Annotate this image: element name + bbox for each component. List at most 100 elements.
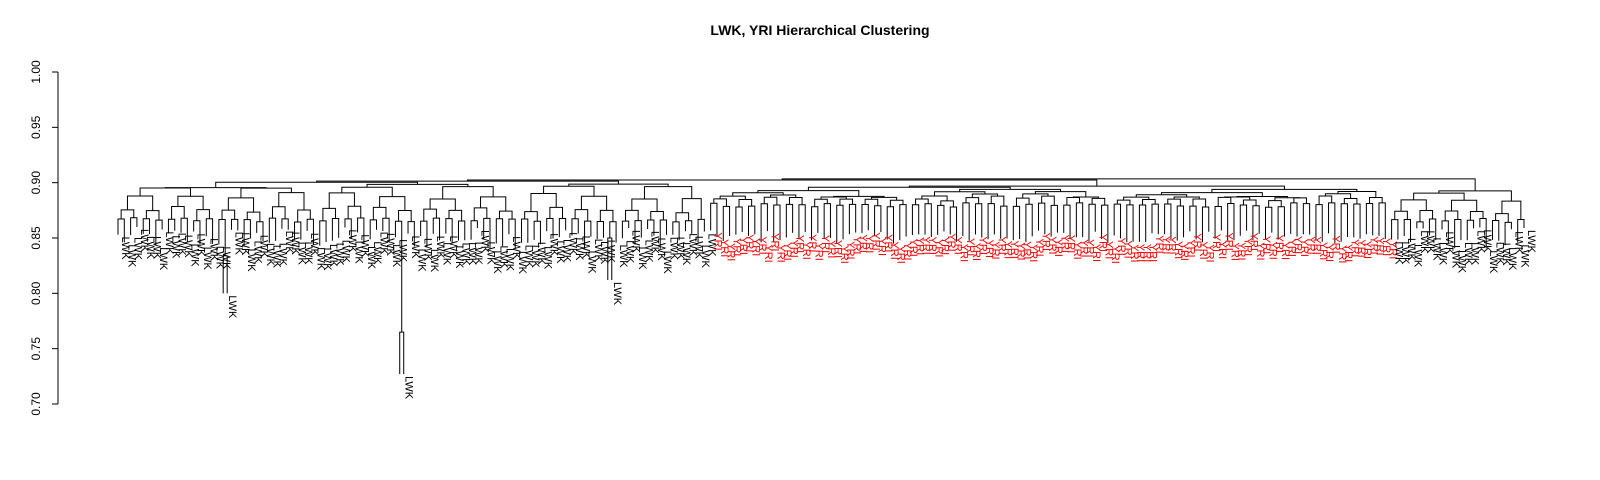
dendrogram-link — [1038, 202, 1046, 235]
leaf-label: YRI — [1115, 237, 1127, 255]
dendrogram-link — [788, 196, 803, 205]
leaf-label: YRI — [1014, 242, 1026, 260]
dendrogram-link — [407, 221, 415, 247]
dendrogram-link — [621, 220, 630, 239]
leaf-label: YRI — [718, 239, 730, 257]
leaf-label: LWK — [554, 240, 566, 264]
dendrogram-link — [861, 203, 869, 233]
leaf-label: YRI — [819, 235, 831, 253]
dendrogram-link — [177, 195, 204, 210]
leaf-label: YRI — [1147, 244, 1159, 262]
dendrogram-link — [990, 195, 1005, 207]
leaf-label: YRI — [901, 242, 913, 260]
dendrogram-link — [1450, 199, 1478, 212]
dendrogram-link — [230, 218, 239, 231]
dendrogram-link — [580, 195, 608, 211]
dendrogram-link — [732, 192, 784, 197]
dendrogram-link — [735, 206, 743, 235]
dendrogram-link — [126, 195, 154, 211]
dendrogram-tree — [117, 178, 1525, 375]
leaf-label: YRI — [1128, 244, 1140, 262]
dendrogram-link — [1012, 205, 1021, 241]
dendrogram-link — [1491, 219, 1500, 241]
leaf-label: YRI — [787, 240, 799, 258]
leaf-label: YRI — [1103, 241, 1115, 259]
dendrogram-link — [672, 221, 680, 241]
leaf-label: YRI — [1380, 238, 1392, 256]
dendrogram-link — [1394, 210, 1408, 220]
dendrogram-link — [399, 331, 405, 375]
dendrogram-link — [899, 204, 907, 241]
leaf-label: LWK — [182, 235, 194, 259]
leaf-label: YRI — [724, 243, 736, 261]
leaf-label: YRI — [1071, 241, 1083, 259]
leaf-label: LWK — [163, 232, 175, 256]
leaf-label: LWK — [289, 232, 301, 256]
dendrogram-link — [1441, 220, 1449, 244]
leaf-label: YRI — [1273, 235, 1285, 253]
dendrogram-link — [874, 205, 882, 236]
dendrogram-link — [681, 198, 702, 220]
leaf-label: YRI — [1216, 241, 1228, 259]
dendrogram-link — [1340, 203, 1348, 242]
dendrogram-link — [297, 209, 311, 223]
dendrogram-link — [1315, 204, 1323, 242]
leaf-label: LWK — [523, 245, 535, 269]
leaf-label: LWK — [359, 234, 371, 258]
dendrogram-link — [398, 209, 412, 222]
leaf-label: LWK — [705, 234, 717, 258]
leaf-label: LWK — [125, 244, 137, 268]
leaf-label: YRI — [1342, 244, 1354, 262]
leaf-label: LWK — [1449, 245, 1461, 269]
dendrogram-link — [139, 187, 192, 197]
dendrogram-link — [278, 192, 305, 210]
leaf-label: YRI — [800, 241, 812, 259]
dendrogram-link — [316, 180, 619, 185]
dendrogram-link — [483, 217, 491, 249]
dendrogram-link — [543, 185, 595, 197]
dendrogram-link — [221, 209, 236, 220]
leaf-label: LWK — [472, 242, 484, 266]
leaf-label: LWK — [384, 233, 396, 257]
leaf-label: LWK — [441, 242, 453, 266]
dendrogram-link — [1277, 206, 1285, 240]
dendrogram-link — [546, 217, 554, 239]
leaf-label: LWK — [283, 231, 295, 255]
dendrogram-link — [347, 205, 362, 219]
dendrogram-link — [423, 208, 437, 222]
leaf-label: YRI — [882, 234, 894, 252]
leaf-label: YRI — [1140, 244, 1152, 262]
dendrogram-link — [719, 195, 746, 200]
leaf-label: YRI — [743, 234, 755, 252]
leaf-label: YRI — [1229, 243, 1241, 261]
leaf-label: YRI — [1159, 236, 1171, 254]
leaf-label: YRI — [989, 241, 1001, 259]
leaf-label: LWK — [623, 240, 635, 264]
dendrogram-link — [574, 209, 589, 222]
leaf-label: LWK — [1399, 241, 1411, 265]
leaf-label: YRI — [1222, 232, 1234, 250]
leaf-label: YRI — [813, 242, 825, 260]
leaf-label: LWK — [1475, 230, 1487, 254]
dendrogram-link — [1242, 199, 1257, 206]
dendrogram-link — [1075, 202, 1084, 238]
dendrogram-link — [448, 209, 463, 221]
leaf-label: LWK — [214, 246, 226, 270]
dendrogram-link — [848, 203, 857, 235]
dendrogram-link — [180, 217, 188, 242]
dendrogram-link — [533, 220, 541, 245]
leaf-label: LWK — [195, 233, 207, 257]
dendrogram-link — [1337, 191, 1377, 198]
leaf-label: LWK — [1443, 231, 1455, 255]
leaf-label: YRI — [920, 236, 932, 254]
dendrogram-link — [781, 178, 1476, 191]
leaf-label: LWK — [661, 251, 673, 275]
leaf-label: YRI — [1197, 241, 1209, 259]
leaf-label: YRI — [1134, 244, 1146, 262]
dendrogram-link — [1015, 197, 1030, 207]
dendrogram-link — [773, 204, 781, 243]
leaf-label: LWK — [504, 248, 516, 272]
leaf-label: YRI — [1178, 243, 1190, 261]
dendrogram-link — [807, 186, 1011, 191]
dendrogram-link — [558, 218, 567, 238]
